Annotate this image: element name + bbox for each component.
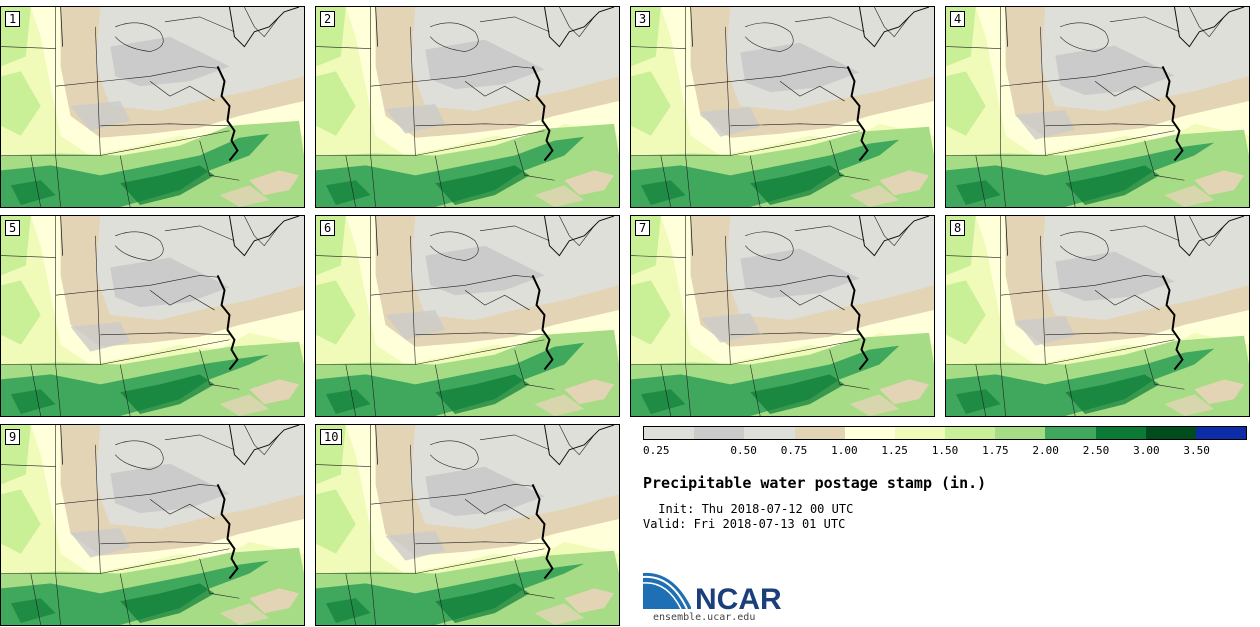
legend-swatch <box>894 427 946 439</box>
site-url: ensemble.ucar.edu <box>653 612 756 623</box>
page-title: Precipitable water postage stamp (in.) <box>643 474 987 492</box>
legend-label: 0.50 <box>730 444 757 457</box>
legend-label: 0.25 <box>643 444 670 457</box>
postage-stamp-map: 3 <box>630 6 935 208</box>
postage-stamp-map: 7 <box>630 215 935 417</box>
color-legend <box>643 426 1247 440</box>
member-number-label: 6 <box>320 220 336 236</box>
postage-stamp-map: 9 <box>0 424 305 626</box>
legend-label: 0.75 <box>780 444 808 457</box>
legend-swatch <box>1195 427 1247 439</box>
logo-text: NCAR <box>695 583 782 614</box>
legend-label: 3.50 <box>1183 444 1210 457</box>
postage-stamp-map: 10 <box>315 424 620 626</box>
legend-swatch <box>794 427 845 439</box>
postage-stamp-map: 5 <box>0 215 305 417</box>
member-number-label: 10 <box>320 429 343 445</box>
member-number-label: 1 <box>5 11 21 27</box>
init-time: Init: Thu 2018-07-12 00 UTC <box>651 502 854 516</box>
member-number-label: 8 <box>950 220 966 236</box>
legend-label: 2.50 <box>1082 444 1110 457</box>
member-number-label: 9 <box>5 429 21 445</box>
legend-swatch <box>945 427 996 439</box>
postage-stamp-map: 8 <box>945 215 1250 417</box>
member-number-label: 3 <box>635 11 651 27</box>
ncar-logo: NCAR <box>642 569 793 616</box>
legend-swatch <box>1145 427 1196 439</box>
legend-swatch <box>644 427 695 439</box>
legend-label: 1.25 <box>881 444 908 457</box>
legend-swatch <box>744 427 795 439</box>
legend-swatch <box>844 427 895 439</box>
legend-label: 1.75 <box>982 444 1009 457</box>
legend-label: 2.00 <box>1032 444 1059 457</box>
postage-stamp-map: 6 <box>315 215 620 417</box>
valid-time: Valid: Fri 2018-07-13 01 UTC <box>643 517 846 531</box>
postage-stamp-map: 4 <box>945 6 1250 208</box>
legend-swatch <box>995 427 1046 439</box>
ncar-logo-icon: NCAR <box>642 572 782 616</box>
legend-label: 3.00 <box>1133 444 1160 457</box>
legend-swatch <box>1095 427 1146 439</box>
postage-stamp-map: 2 <box>315 6 620 208</box>
legend-label: 1.00 <box>831 444 858 457</box>
member-number-label: 2 <box>320 11 336 27</box>
legend-swatch <box>1045 427 1096 439</box>
member-number-label: 7 <box>635 220 651 236</box>
legend-label: 1.50 <box>931 444 959 457</box>
postage-stamp-map: 1 <box>0 6 305 208</box>
member-number-label: 4 <box>950 11 966 27</box>
legend-labels: 0.25 0.50 0.75 1.00 1.25 1.50 1.75 2.00 2.50 3.00… <box>643 444 1247 460</box>
member-number-label: 5 <box>5 220 21 236</box>
legend-swatch <box>694 427 745 439</box>
